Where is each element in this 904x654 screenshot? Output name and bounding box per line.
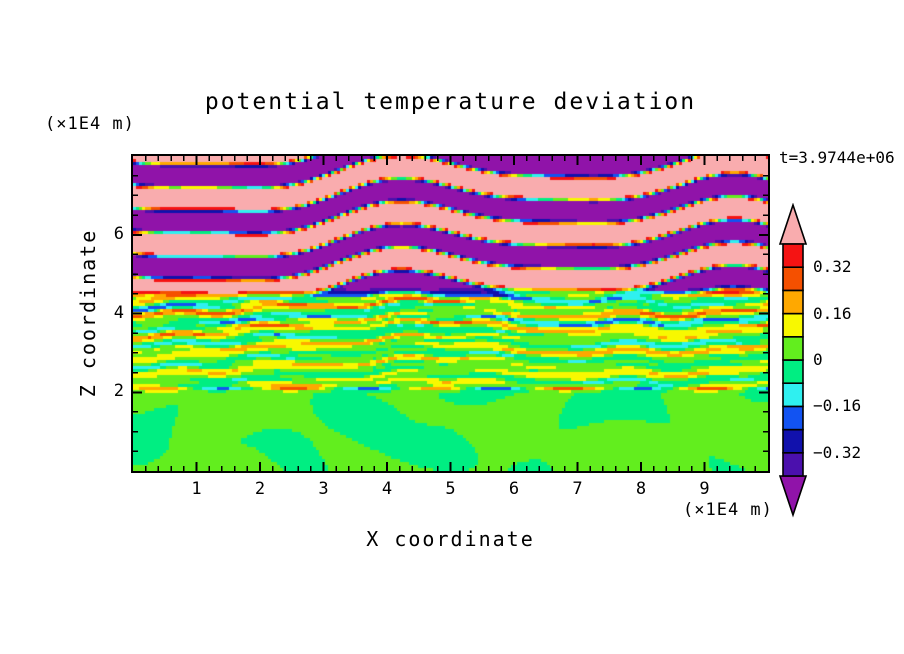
x-tick-label-1: 1 — [191, 479, 202, 499]
x-tick-label-6: 6 — [508, 479, 520, 499]
x-tick-label-7: 7 — [572, 479, 583, 499]
x-tick-label-5: 5 — [445, 479, 456, 499]
contour-field-canvas — [133, 156, 768, 471]
plot-area — [131, 154, 770, 473]
x-tick-label-8: 8 — [635, 479, 647, 499]
colorbar-tick-label: −0.16 — [813, 396, 862, 416]
colorbar-tick-label: 0.32 — [813, 257, 852, 277]
plot-title: potential temperature deviation — [204, 89, 697, 115]
z-tick-label-6: 6 — [113, 223, 124, 244]
x-tick-label-2: 2 — [254, 479, 266, 499]
x-tick-label-4: 4 — [381, 479, 393, 499]
x-axis-unit-label: (×1E4 m) — [683, 500, 773, 520]
colorbar-tick-label: 0.16 — [813, 303, 852, 323]
x-axis-title: X coordinate — [366, 527, 535, 551]
time-annotation: t=3.9744e+06 — [779, 148, 895, 167]
colorbar — [778, 203, 808, 518]
z-tick-label-2: 2 — [113, 381, 124, 402]
z-axis-unit-label: (×1E4 m) — [45, 114, 135, 134]
x-tick-label-3: 3 — [318, 479, 329, 499]
axis-ticks — [133, 156, 768, 471]
z-tick-label-4: 4 — [113, 302, 124, 323]
colorbar-tick-label: 0 — [813, 350, 823, 369]
colorbar-tick-label: −0.32 — [813, 442, 862, 462]
x-tick-label-9: 9 — [699, 479, 710, 499]
